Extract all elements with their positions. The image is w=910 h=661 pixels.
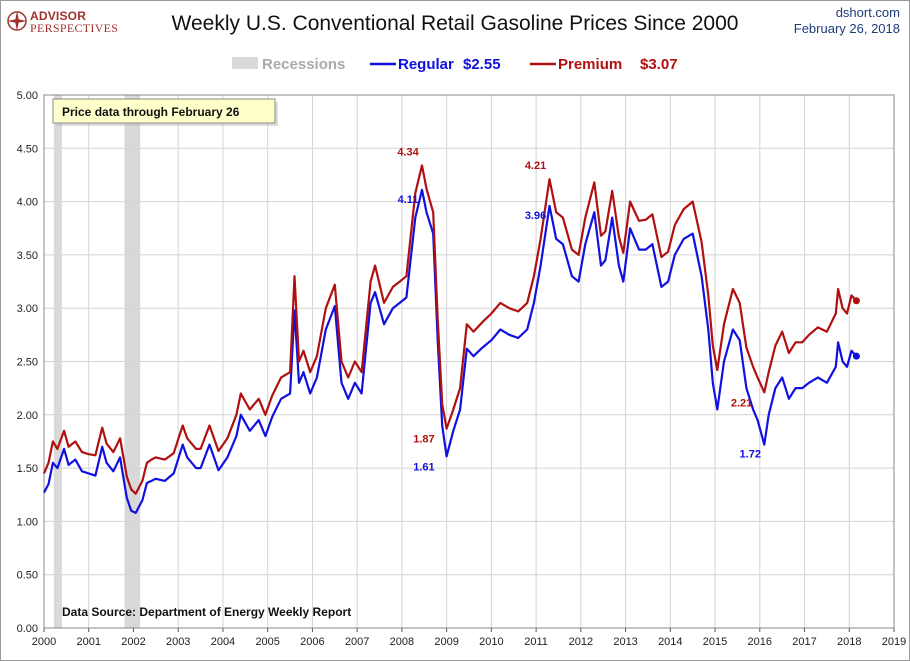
x-tick-label: 2005 bbox=[255, 636, 279, 648]
y-tick-label: 1.00 bbox=[17, 516, 38, 528]
x-tick-label: 2011 bbox=[524, 636, 548, 648]
legend-swatch-recession bbox=[232, 57, 258, 69]
annotation-label: 4.11 bbox=[398, 194, 419, 206]
note-box bbox=[52, 98, 276, 124]
annotation-label: 1.61 bbox=[413, 461, 434, 473]
x-tick-label: 2002 bbox=[121, 636, 145, 648]
source-site: dshort.com bbox=[835, 5, 900, 20]
legend-value-regular: $2.55 bbox=[463, 56, 501, 73]
legend-value-premium: $3.07 bbox=[640, 56, 678, 73]
data-source-text: Data Source: Department of Energy Weekly… bbox=[62, 605, 351, 619]
legend-label-regular: Regular bbox=[398, 56, 454, 73]
y-tick-label: 3.00 bbox=[17, 303, 38, 315]
series-line-regular bbox=[43, 188, 858, 515]
y-tick-label: 0.00 bbox=[17, 623, 38, 635]
annotation-label: 4.34 bbox=[397, 146, 419, 158]
annotation-label: 2.21 bbox=[731, 397, 752, 409]
annotation-label: 1.87 bbox=[413, 434, 434, 446]
note-text: Price data through February 26 bbox=[62, 105, 240, 119]
x-tick-label: 2000 bbox=[32, 636, 56, 648]
brand-line1: ADVISOR bbox=[30, 9, 87, 23]
annotation-label: 4.21 bbox=[525, 160, 546, 172]
brand-line2: PERSPECTIVES bbox=[30, 21, 119, 35]
x-tick-label: 2018 bbox=[837, 636, 861, 648]
x-tick-label: 2004 bbox=[211, 636, 235, 648]
series-end-marker-regular bbox=[852, 352, 860, 360]
x-tick-label: 2001 bbox=[76, 636, 100, 648]
legend-label-recession: Recessions bbox=[262, 56, 345, 73]
y-tick-label: 2.00 bbox=[17, 410, 38, 422]
annotation-label: 1.72 bbox=[740, 449, 761, 461]
y-tick-label: 1.50 bbox=[17, 463, 38, 475]
compass-logo-icon bbox=[7, 11, 27, 31]
y-tick-label: 0.50 bbox=[17, 570, 38, 582]
y-tick-label: 4.00 bbox=[17, 197, 38, 209]
x-tick-label: 2014 bbox=[658, 636, 682, 648]
x-tick-label: 2015 bbox=[703, 636, 727, 648]
y-tick-label: 4.50 bbox=[17, 143, 38, 155]
x-tick-label: 2006 bbox=[300, 636, 324, 648]
y-tick-label: 5.00 bbox=[17, 90, 38, 102]
x-tick-label: 2017 bbox=[792, 636, 816, 648]
x-tick-label: 2010 bbox=[479, 636, 503, 648]
x-tick-label: 2009 bbox=[434, 636, 458, 648]
legend-label-premium: Premium bbox=[558, 56, 622, 73]
plot-border bbox=[43, 94, 895, 629]
annotation-label: 3.96 bbox=[525, 210, 546, 222]
x-tick-label: 2003 bbox=[166, 636, 190, 648]
advisor-perspectives-logo: ADVISOR PERSPECTIVES bbox=[6, 9, 136, 35]
source-date: February 26, 2018 bbox=[793, 21, 900, 36]
y-tick-label: 3.50 bbox=[17, 250, 38, 262]
x-tick-label: 2012 bbox=[569, 636, 593, 648]
x-tick-label: 2008 bbox=[390, 636, 414, 648]
x-tick-label: 2013 bbox=[613, 636, 637, 648]
x-tick-label: 2016 bbox=[748, 636, 772, 648]
x-tick-label: 2019 bbox=[882, 636, 906, 648]
chart-title: Weekly U.S. Conventional Retail Gasoline… bbox=[171, 12, 739, 35]
y-tick-label: 2.50 bbox=[17, 357, 38, 369]
series-end-marker-premium bbox=[852, 297, 860, 305]
series-line-premium bbox=[42, 164, 858, 495]
x-tick-label: 2007 bbox=[345, 636, 369, 648]
